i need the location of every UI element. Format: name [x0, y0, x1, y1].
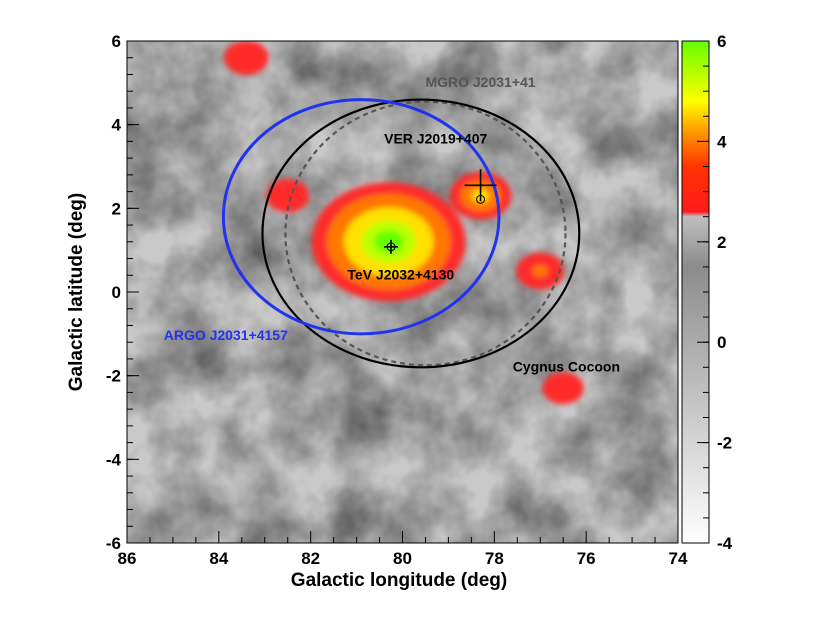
excess-level-3 — [224, 41, 269, 75]
source-annotations: MGRO J2031+41 VER J2019+407 TeV J2032+4130… — [164, 74, 620, 374]
x-tick-label: 86 — [118, 549, 137, 568]
y-tick-label: 6 — [112, 32, 121, 51]
x-tick-label: 78 — [485, 549, 504, 568]
y-tick-label: -4 — [106, 450, 122, 469]
label-ver-j2019-407: VER J2019+407 — [384, 130, 487, 146]
source-overlays — [221, 98, 581, 369]
x-tick-label: 84 — [209, 549, 228, 568]
y-tick-label: -2 — [106, 367, 121, 386]
x-tick-label: 74 — [669, 549, 688, 568]
excess-level-3.6 — [532, 264, 549, 278]
excess-region-3 — [224, 41, 269, 75]
label-cygnus-cocoon: Cygnus Cocoon — [513, 358, 620, 374]
y-tick-label: 2 — [112, 199, 121, 218]
label-tev-j2032-4130: TeV J2032+4130 — [347, 266, 454, 282]
excess-region-2 — [516, 252, 565, 290]
colorbar-tick-label: 4 — [717, 132, 727, 151]
excess-level-3 — [542, 372, 584, 405]
heatmap-area — [127, 41, 678, 543]
excess-region-5 — [266, 179, 310, 213]
x-tick-label: 76 — [577, 549, 596, 568]
y-tick-label: -6 — [106, 534, 121, 553]
colorbar-tick-label: 0 — [717, 333, 726, 352]
tev-j2032-4130-marker — [386, 242, 396, 252]
colorbar-tick-label: 6 — [717, 32, 726, 51]
cygnus-cocoon-ellipse — [261, 98, 581, 369]
y-tick-label: 4 — [112, 116, 122, 135]
x-axis-title: Galactic longitude (deg) — [291, 570, 507, 591]
excess-level-3 — [266, 179, 310, 213]
x-axis: 86 84 82 80 78 76 74 — [118, 531, 688, 568]
x-tick-label: 80 — [393, 549, 412, 568]
y-axis: -6 -4 -2 0 2 4 6 — [106, 32, 139, 553]
ver-j2019-407-marker — [476, 194, 486, 204]
colorbar-tick-label: -2 — [717, 434, 732, 453]
excess-region-4 — [542, 372, 584, 405]
x-tick-label: 82 — [301, 549, 320, 568]
argo-j2031-4157-ellipse — [221, 98, 501, 336]
y-tick-label: 0 — [112, 283, 121, 302]
colorbar-tick-label: 2 — [717, 233, 726, 252]
colorbar: -4 -2 0 2 4 6 — [681, 32, 733, 553]
excess-region-0 — [311, 182, 466, 302]
colorbar-ticks: -4 -2 0 2 4 6 — [697, 32, 733, 553]
label-mgro-j2031-41: MGRO J2031+41 — [425, 74, 535, 90]
y-axis-title: Galactic latitude (deg) — [66, 193, 87, 391]
colorbar-tick-label: -4 — [717, 534, 733, 553]
excess-regions — [224, 41, 584, 405]
mgro-j2031-41-ellipse — [284, 100, 567, 367]
label-argo-j2031-4157: ARGO J2031+4157 — [164, 327, 288, 343]
